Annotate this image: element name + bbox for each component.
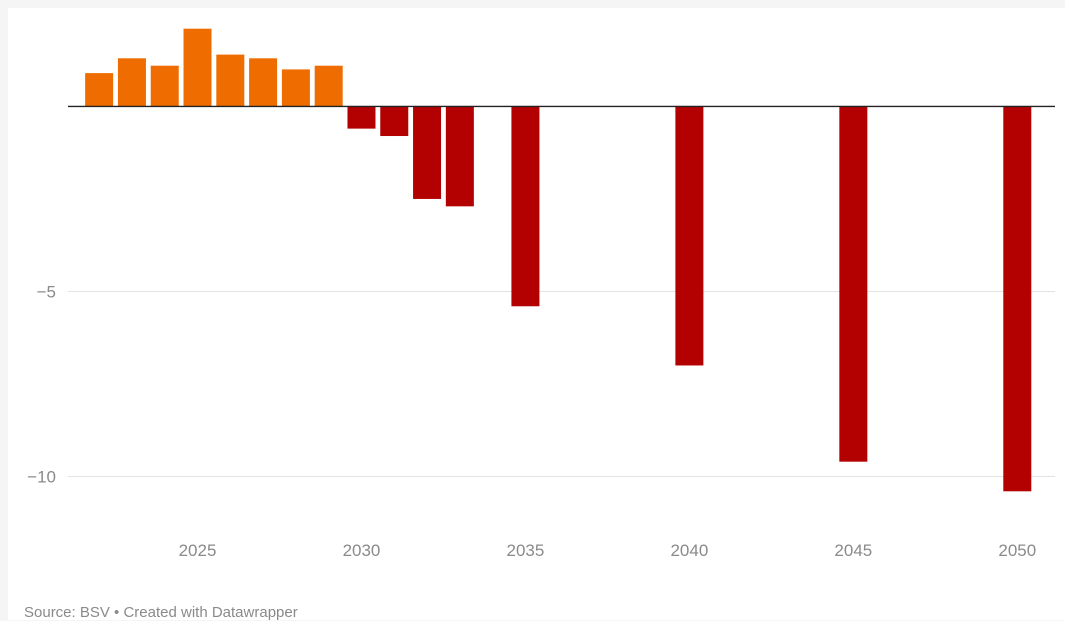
gridlines: [68, 290, 1055, 477]
x-tick-label: 2040: [670, 541, 708, 560]
y-tick-label: −10: [27, 467, 56, 486]
bar: [150, 65, 179, 107]
bar: [183, 28, 212, 107]
bar: [511, 106, 540, 307]
bar: [413, 106, 442, 199]
bar: [675, 106, 704, 366]
x-tick-label: 2030: [343, 541, 381, 560]
bar: [839, 106, 868, 462]
bar: [347, 106, 376, 129]
bar: [249, 58, 278, 107]
chart-card: −5 −10 2025 2030 2035 2040 2045 2050 Source: B…: [8, 8, 1065, 621]
bar: [117, 58, 146, 107]
bar: [281, 69, 310, 107]
y-axis-ticks: −5 −10: [27, 282, 56, 486]
x-tick-label: 2050: [998, 541, 1036, 560]
bar: [445, 106, 474, 207]
bar: [216, 54, 245, 107]
bar: [85, 73, 114, 107]
source-credit: Source: BSV • Created with Datawrapper: [24, 604, 298, 621]
bar-chart: −5 −10 2025 2030 2035 2040 2045 2050: [27, 28, 1055, 560]
bars: [68, 28, 1055, 492]
x-axis-ticks: 2025 2030 2035 2040 2045 2050: [179, 541, 1037, 560]
y-tick-label: −5: [37, 282, 56, 301]
x-tick-label: 2045: [834, 541, 872, 560]
bar: [380, 106, 409, 137]
bar: [1003, 106, 1032, 492]
x-tick-label: 2025: [179, 541, 217, 560]
x-tick-label: 2035: [507, 541, 545, 560]
bar: [314, 65, 343, 107]
